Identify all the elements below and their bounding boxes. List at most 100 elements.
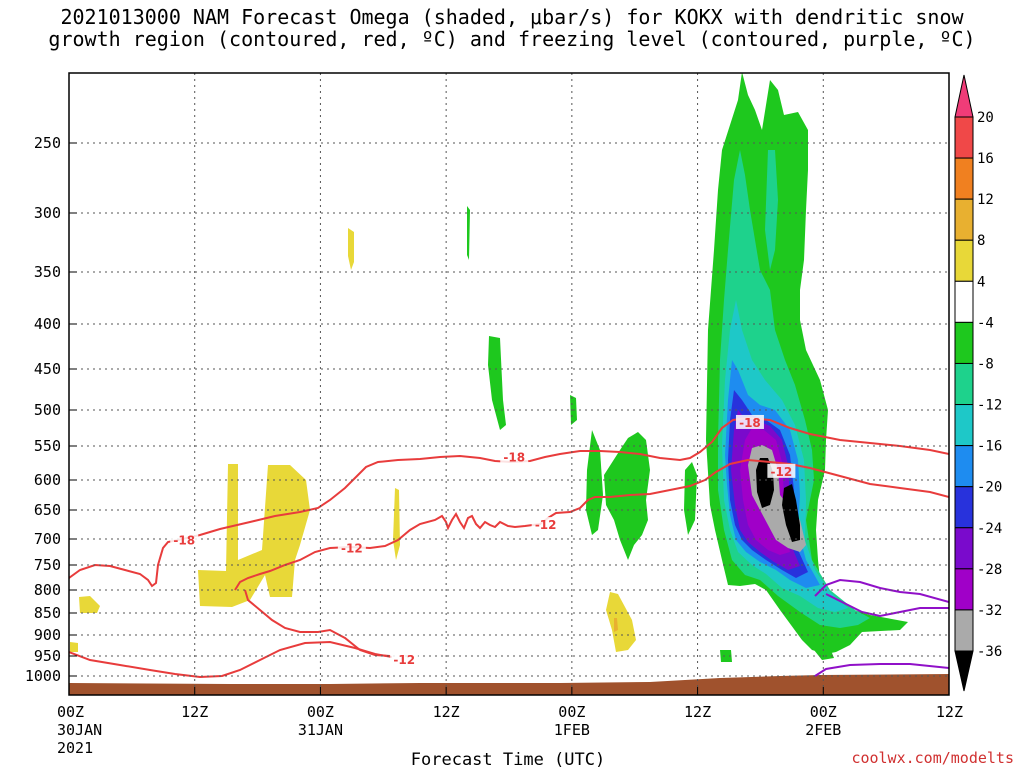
colorbar-label: -16 <box>977 439 1002 455</box>
negative-omega-area <box>467 206 470 260</box>
colorbar-label: -36 <box>977 644 1002 660</box>
colorbar-box <box>954 280 974 323</box>
x-tick-date-label: 2FEB <box>805 721 841 739</box>
y-tick-label: 750 <box>34 556 61 574</box>
contour-label-bg <box>735 414 764 429</box>
negative-omega-area <box>684 462 697 535</box>
credit-text: coolwx.com/modelts <box>851 749 1014 767</box>
plot-grid <box>68 73 950 695</box>
plot-frame <box>68 72 950 696</box>
colorbar-label: 12 <box>977 192 994 208</box>
colorbar-box <box>954 568 974 611</box>
negative-omega-area <box>720 650 732 662</box>
contour-label: -12 <box>341 541 363 555</box>
contour-label: -18 <box>739 416 761 430</box>
dgz-contour-minus12-lower <box>244 589 391 657</box>
colorbar-box <box>954 445 974 488</box>
x-axis-label: Forecast Time (UTC) <box>411 750 605 768</box>
positive-omega-area <box>198 464 310 607</box>
positive-omega-area <box>606 592 636 652</box>
x-tick-date-label: 1FEB <box>554 721 590 739</box>
y-tick-label: 650 <box>34 501 61 519</box>
x-tick-label: 12Z <box>684 703 711 721</box>
contour-label-bg <box>337 540 366 555</box>
colorbar-label: 8 <box>977 233 985 249</box>
colorbar-label: -20 <box>977 480 1002 496</box>
freezing-level-contours <box>814 578 949 677</box>
positive-omega-area <box>348 228 354 270</box>
contour-label: -12 <box>771 465 793 479</box>
x-tick-label: 12Z <box>181 703 208 721</box>
colorbar-box <box>954 198 974 241</box>
y-tick-label: 700 <box>34 530 61 548</box>
colorbar-box <box>954 486 974 529</box>
colorbar-label: -28 <box>977 562 1002 578</box>
x-tick-date-label: 31JAN <box>298 721 343 739</box>
contour-label-bg <box>531 517 560 532</box>
x-tick-date-label: 30JAN <box>57 721 102 739</box>
negative-omega-area <box>586 430 603 535</box>
colorbar-label: -24 <box>977 521 1002 537</box>
colorbar-box <box>954 527 974 570</box>
freezing-level-contour <box>814 663 949 677</box>
colorbar-box <box>954 321 974 364</box>
y-tick-label: 300 <box>34 204 61 222</box>
positive-omega-areas <box>70 228 636 652</box>
y-tick-label: 550 <box>34 437 61 455</box>
contour-label: -12 <box>393 653 415 667</box>
y-tick-label: 350 <box>34 263 61 281</box>
freezing-level-contour <box>825 593 949 618</box>
y-tick-label: 250 <box>34 134 61 152</box>
y-tick-label: 850 <box>34 604 61 622</box>
positive-omega-area <box>393 488 400 560</box>
colorbar-box <box>954 239 974 282</box>
x-tick-label: 00Z <box>558 703 585 721</box>
terrain-surface <box>69 674 949 695</box>
contour-label-bg <box>390 652 419 666</box>
contour-labels: -18 -18 -18 -12 -12 -12 -12 <box>170 414 796 667</box>
positive-omega-area <box>79 596 100 613</box>
colorbar-box <box>954 362 974 406</box>
x-tick-label: 00Z <box>810 703 837 721</box>
chart-title-line-2: growth region (contoured, red, ºC) and f… <box>48 27 976 51</box>
y-tick-label: 1000 <box>25 667 61 685</box>
dgz-contour-minus12-bottom <box>69 640 393 679</box>
negative-omega-areas <box>467 73 908 662</box>
colorbar: 20 16 12 8 4 -4 -8 -12 -16 -20 -24 -28 -32 -36 <box>954 74 1002 692</box>
colorbar-top-triangle <box>954 74 974 118</box>
colorbar-box <box>954 404 974 447</box>
y-tick-label: 950 <box>34 647 61 665</box>
colorbar-label: -12 <box>977 398 1002 414</box>
x-tick-label: 00Z <box>307 703 334 721</box>
y-tick-label: 450 <box>34 360 61 378</box>
y-tick-label: 800 <box>34 581 61 599</box>
positive-omega-area <box>70 642 78 652</box>
colorbar-label: -32 <box>977 603 1002 619</box>
y-tick-label: 500 <box>34 401 61 419</box>
colorbar-label: 20 <box>977 110 994 126</box>
negative-omega-area <box>814 648 834 660</box>
dgz-contour-minus18 <box>69 416 949 588</box>
x-tick-year-label: 2021 <box>57 739 93 757</box>
colorbar-box <box>954 116 974 159</box>
y-tick-label: 600 <box>34 471 61 489</box>
colorbar-box <box>954 157 974 200</box>
y-axis: 250 300 350 400 450 500 550 600 650 700 750 800 850 9… <box>25 134 77 685</box>
negative-omega-area <box>765 150 778 270</box>
colorbar-label: -4 <box>977 315 994 331</box>
contour-label: -12 <box>535 518 557 532</box>
y-tick-label: 400 <box>34 315 61 333</box>
colorbar-label: 4 <box>977 274 985 290</box>
y-tick-label: 900 <box>34 626 61 644</box>
contour-label-bg <box>500 449 529 464</box>
colorbar-label: 16 <box>977 151 994 167</box>
contour-label-bg <box>767 463 796 478</box>
positive-omega-area <box>614 618 618 632</box>
colorbar-box <box>954 609 974 652</box>
contour-label-bg <box>170 532 199 547</box>
freezing-level-contour <box>814 578 949 603</box>
chart-title: 2021013000 NAM Forecast Omega (shaded, μ… <box>0 6 1024 50</box>
negative-omega-area <box>782 484 800 542</box>
